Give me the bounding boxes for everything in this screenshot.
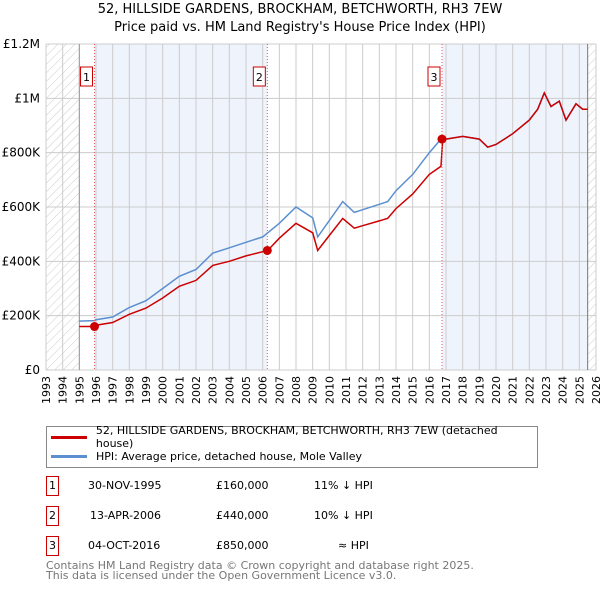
y-tick-label: £800K: [2, 146, 42, 160]
legend-item-property: 52, HILLSIDE GARDENS, BROCKHAM, BETCHWOR…: [51, 424, 537, 450]
footer-licence: This data is licensed under the Open Gov…: [46, 569, 397, 582]
sale-marker-badge: 2: [46, 506, 59, 526]
y-tick-label: £200K: [2, 309, 42, 323]
x-tick-label: 1998: [123, 376, 136, 404]
sale-point: [90, 322, 99, 332]
x-tick-label: 2017: [440, 376, 453, 404]
sale-point: [262, 245, 272, 255]
x-tick-label: 2021: [507, 376, 520, 404]
footer-copyright: Contains HM Land Registry data © Crown c…: [46, 559, 474, 572]
x-tick-label: 1996: [90, 376, 103, 404]
sale-hpi-comparison: 11% ↓ HPI: [314, 479, 373, 492]
sale-marker-badge: 3: [46, 536, 59, 556]
sale-date: 13-APR-2006: [90, 509, 162, 522]
sale-price: £850,000: [216, 539, 269, 552]
sale-date: 30-NOV-1995: [88, 479, 162, 492]
sale-point: [437, 134, 447, 144]
sale-hpi-comparison: 10% ↓ HPI: [314, 509, 373, 522]
sale-price: £440,000: [216, 509, 269, 522]
x-tick-label: 2007: [273, 376, 286, 404]
property-price-line: [79, 91, 588, 328]
x-tick-label: 2006: [257, 376, 270, 404]
x-tick-label: 2023: [540, 376, 553, 404]
x-tick-label: 2003: [207, 376, 220, 404]
x-tick-label: 2025: [573, 376, 586, 404]
chart-subtitle: Price paid vs. HM Land Registry's House …: [114, 20, 486, 35]
x-tick-label: 2000: [157, 376, 170, 404]
x-tick-label: 2008: [290, 376, 303, 404]
sale-marker-badge: 1: [46, 476, 59, 496]
x-tick-label: 2011: [340, 376, 353, 404]
x-tick-label: 2012: [357, 376, 370, 404]
x-tick-label: 2001: [173, 376, 186, 404]
y-tick-label: £400K: [2, 254, 42, 268]
sale-label-box: [80, 66, 93, 87]
x-tick-label: 2002: [190, 376, 203, 404]
price-chart: 1 2 3 1993 1994 1995 1996 1997 1998 1999 2000 2001 2…: [2, 37, 600, 404]
y-tick-label: £0: [25, 363, 40, 377]
x-tick-label: 2005: [240, 376, 253, 404]
x-tick-label: 2015: [407, 376, 420, 404]
legend-label: 52, HILLSIDE GARDENS, BROCKHAM, BETCHWOR…: [95, 424, 498, 450]
sale-label: 3: [431, 71, 438, 84]
sale-label-box: [427, 66, 441, 87]
x-tick-label: 2009: [307, 376, 320, 404]
y-tick-label: £1.2M: [3, 37, 40, 51]
x-tick-label: 2022: [523, 376, 536, 404]
x-tick-label: 1997: [107, 376, 120, 404]
chart-legend: 52, HILLSIDE GARDENS, BROCKHAM, BETCHWOR…: [46, 424, 538, 468]
x-tick-label: 2024: [557, 376, 570, 404]
sale-label: 2: [256, 71, 263, 84]
sale-label: 1: [83, 71, 90, 84]
y-tick-label: £600K: [2, 200, 42, 214]
footer: Contains HM Land Registry data © Crown c…: [46, 559, 474, 582]
sale-hpi-comparison: ≈ HPI: [338, 539, 369, 552]
x-tick-label: 1999: [140, 376, 153, 404]
legend-item-hpi: HPI: Average price, detached house, Mole…: [51, 448, 362, 464]
legend-label: HPI: Average price, detached house, Mole…: [96, 449, 362, 463]
x-tick-label: 2026: [590, 376, 600, 404]
x-tick-label: 2010: [323, 376, 336, 404]
sale-price: £160,000: [216, 479, 269, 492]
x-tick-label: 1995: [73, 376, 86, 404]
chart-title: 52, HILLSIDE GARDENS, BROCKHAM, BETCHWOR…: [97, 2, 503, 17]
x-tick-label: 1994: [57, 376, 70, 404]
x-tick-label: 2014: [390, 376, 403, 404]
x-tick-label: 2004: [223, 376, 236, 404]
y-tick-label: £1M: [14, 91, 40, 105]
x-tick-label: 2020: [490, 376, 503, 404]
x-tick-label: 2018: [457, 376, 470, 404]
x-tick-label: 2019: [473, 376, 486, 404]
sale-date: 04-OCT-2016: [88, 539, 161, 552]
x-tick-label: 2016: [423, 376, 436, 404]
x-tick-label: 2013: [373, 376, 386, 404]
sale-label-box: [252, 66, 266, 87]
x-tick-label: 1993: [40, 376, 53, 404]
